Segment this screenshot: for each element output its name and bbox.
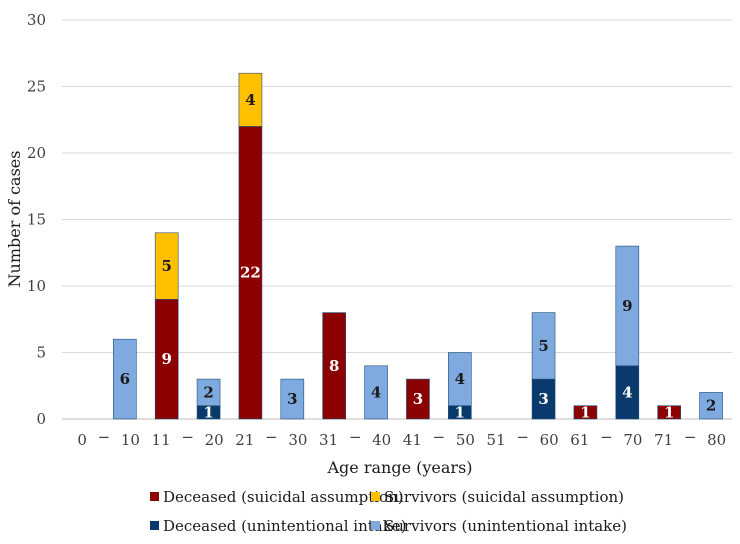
x-tick-from: 51 — [487, 431, 506, 449]
y-axis-ticks: 0 5 10 15 20 25 30 — [27, 11, 46, 428]
data-label: 6 — [120, 370, 130, 388]
x-tick-dash: − — [600, 428, 613, 446]
x-tick-dash: − — [265, 428, 278, 446]
data-label: 22 — [240, 264, 261, 282]
x-axis-ticks: 0−10 11−20 21−30 31−40 41−50 51−60 61−70 71−80 — [77, 428, 726, 449]
legend-item-survivors-unintentional: Survivors (unintentional intake) — [371, 517, 627, 535]
bar-segment-survivors — [154, 232, 179, 300]
data-label: 8 — [329, 357, 339, 375]
data-label: 1 — [455, 403, 465, 421]
bar-segment-survivors — [364, 365, 388, 420]
legend-swatch-deceased-unintentional — [150, 521, 159, 530]
x-tick-dash: − — [433, 428, 446, 446]
x-tick-label: 61−70 — [570, 428, 642, 449]
x-tick-dash: − — [349, 428, 362, 446]
x-tick-from: 41 — [403, 431, 422, 449]
data-label: 1 — [580, 403, 590, 421]
x-tick-label: 11−20 — [152, 428, 224, 449]
legend: Deceased (suicidal assumption) Survivors… — [150, 488, 627, 535]
bar-segment-survivors — [699, 392, 723, 420]
legend-label-survivors-suicidal: Survivors (suicidal assumption) — [384, 488, 624, 506]
data-label: 2 — [203, 383, 213, 401]
x-tick-to: 80 — [707, 431, 726, 449]
x-tick-dash: − — [684, 428, 697, 446]
y-tick-label: 5 — [36, 344, 46, 362]
x-tick-label: 31−40 — [319, 428, 391, 449]
legend-swatch-deceased-suicidal — [150, 492, 159, 501]
x-tick-from: 31 — [319, 431, 338, 449]
data-label: 5 — [161, 257, 171, 275]
bar-segment-deceased — [657, 405, 681, 420]
legend-swatch-survivors-suicidal — [371, 492, 380, 501]
y-tick-label: 0 — [36, 410, 46, 428]
x-tick-label: 51−60 — [487, 428, 559, 449]
legend-label-deceased-suicidal: Deceased (suicidal assumption) — [163, 488, 404, 506]
bar-segment-deceased — [322, 312, 346, 420]
data-label: 1 — [664, 403, 674, 421]
data-label: 1 — [203, 403, 213, 421]
bar-segment-survivors — [615, 245, 640, 367]
x-tick-to: 60 — [540, 431, 559, 449]
x-tick-to: 40 — [372, 431, 391, 449]
y-tick-label: 10 — [27, 277, 46, 295]
x-tick-from: 0 — [77, 431, 87, 449]
bar-segment-deceased — [573, 405, 598, 420]
x-tick-to: 30 — [288, 431, 307, 449]
y-tick-label: 20 — [27, 144, 46, 162]
data-label: 4 — [622, 383, 632, 401]
x-tick-label: 0−10 — [77, 428, 140, 449]
y-tick-label: 15 — [27, 211, 46, 229]
data-label: 3 — [538, 390, 548, 408]
data-label: 3 — [287, 390, 297, 408]
x-tick-label: 21−30 — [235, 428, 307, 449]
x-tick-to: 20 — [205, 431, 224, 449]
x-tick-dash: − — [98, 428, 111, 446]
bar-segment-survivors — [196, 378, 221, 407]
x-tick-to: 70 — [623, 431, 642, 449]
data-label: 4 — [371, 383, 381, 401]
legend-item-deceased-suicidal: Deceased (suicidal assumption) — [150, 488, 404, 506]
x-tick-from: 11 — [152, 431, 171, 449]
x-tick-label: 71−80 — [654, 428, 726, 449]
bar-segment-survivors — [238, 72, 263, 127]
legend-label-deceased-unintentional: Deceased (unintentional intake) — [163, 517, 407, 535]
data-label: 3 — [413, 390, 423, 408]
data-label: 9 — [622, 297, 632, 315]
x-tick-from: 21 — [235, 431, 254, 449]
bar-segment-survivors — [531, 312, 556, 380]
x-tick-from: 71 — [654, 431, 673, 449]
data-label: 2 — [706, 397, 716, 415]
y-tick-label: 25 — [27, 78, 46, 96]
x-tick-to: 10 — [121, 431, 140, 449]
bar-segment-survivors — [113, 338, 137, 420]
x-axis-title: Age range (years) — [326, 458, 472, 477]
bar-segment-deceased — [406, 378, 430, 420]
legend-label-survivors-unintentional: Survivors (unintentional intake) — [384, 517, 627, 535]
x-tick-label: 41−50 — [403, 428, 475, 449]
y-axis-title: Number of cases — [5, 151, 24, 288]
bar-segment-survivors — [448, 352, 472, 407]
legend-item-survivors-suicidal: Survivors (suicidal assumption) — [371, 488, 624, 506]
data-label: 4 — [455, 370, 465, 388]
legend-item-deceased-unintentional: Deceased (unintentional intake) — [150, 517, 407, 535]
data-label: 4 — [245, 91, 255, 109]
x-tick-dash: − — [516, 428, 529, 446]
data-label: 9 — [161, 350, 171, 368]
x-tick-dash: − — [181, 428, 194, 446]
data-label: 5 — [538, 337, 548, 355]
legend-swatch-survivors-unintentional — [371, 521, 380, 530]
bar-segment-survivors — [280, 378, 305, 420]
x-tick-from: 61 — [570, 431, 589, 449]
x-tick-to: 50 — [456, 431, 475, 449]
y-tick-label: 30 — [27, 11, 46, 29]
